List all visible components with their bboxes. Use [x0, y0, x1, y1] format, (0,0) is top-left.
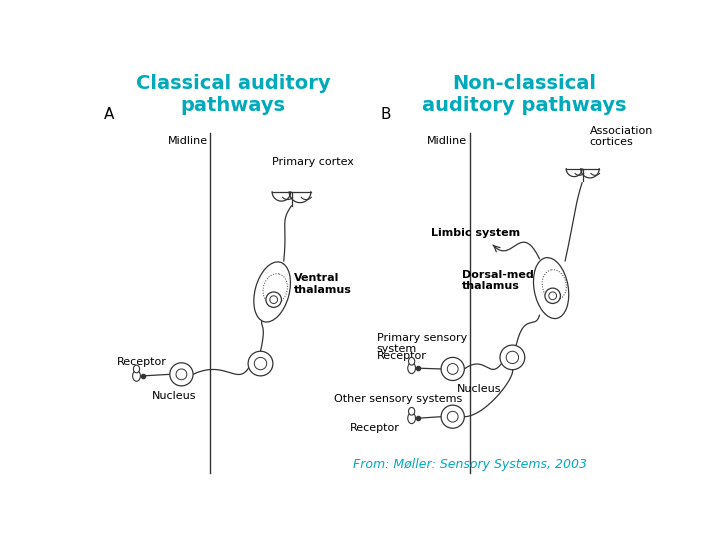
Ellipse shape	[254, 357, 266, 370]
Ellipse shape	[506, 351, 518, 363]
Text: Midline: Midline	[427, 136, 467, 146]
Ellipse shape	[447, 411, 458, 422]
Ellipse shape	[441, 405, 464, 428]
Ellipse shape	[500, 345, 525, 370]
Ellipse shape	[132, 370, 140, 381]
Text: Receptor: Receptor	[377, 351, 427, 361]
Ellipse shape	[254, 262, 290, 322]
Ellipse shape	[408, 413, 415, 423]
Ellipse shape	[408, 357, 415, 365]
Ellipse shape	[408, 408, 415, 415]
Text: Midline: Midline	[168, 136, 207, 146]
Ellipse shape	[133, 365, 140, 373]
Text: Association
cortices: Association cortices	[590, 126, 653, 147]
Text: Receptor: Receptor	[117, 357, 167, 367]
Ellipse shape	[447, 363, 458, 374]
Text: Receptor: Receptor	[350, 423, 400, 433]
Ellipse shape	[408, 363, 415, 374]
Ellipse shape	[176, 369, 187, 380]
Text: Non-classical
auditory pathways: Non-classical auditory pathways	[422, 74, 626, 115]
Text: Nucleus: Nucleus	[456, 384, 501, 394]
Text: Ventral
thalamus: Ventral thalamus	[294, 273, 351, 295]
Ellipse shape	[170, 363, 193, 386]
Text: A: A	[104, 107, 114, 122]
Ellipse shape	[549, 292, 557, 300]
Ellipse shape	[248, 351, 273, 376]
Text: B: B	[381, 107, 391, 122]
Ellipse shape	[441, 357, 464, 381]
Text: Primary sensory
system: Primary sensory system	[377, 333, 467, 354]
Text: Classical auditory
pathways: Classical auditory pathways	[136, 74, 330, 115]
Text: Dorsal-medial
thalamus: Dorsal-medial thalamus	[462, 269, 549, 291]
Text: From: Møller: Sensory Systems, 2003: From: Møller: Sensory Systems, 2003	[353, 458, 587, 471]
Ellipse shape	[534, 258, 569, 319]
Text: Primary cortex: Primary cortex	[272, 157, 354, 167]
Text: Limbic system: Limbic system	[431, 228, 520, 238]
Ellipse shape	[545, 288, 560, 303]
Ellipse shape	[266, 292, 282, 307]
Text: Nucleus: Nucleus	[151, 392, 196, 401]
Text: Other sensory systems: Other sensory systems	[334, 394, 462, 404]
Ellipse shape	[270, 296, 277, 303]
